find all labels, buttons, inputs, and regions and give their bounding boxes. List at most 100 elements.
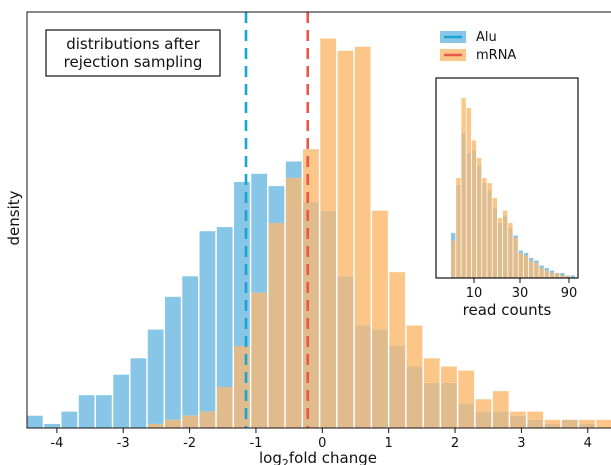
inset-overlap-bar-10	[503, 215, 508, 278]
inset-alu-bar-16	[534, 260, 539, 263]
x-axis-label-subscript: 2	[282, 457, 289, 465]
inset-x-ticks-group: 10 30 90	[466, 278, 578, 301]
inset-overlap-bar-5	[477, 165, 482, 278]
x-tick-label-4: 0	[318, 436, 326, 451]
alu-bar-1	[44, 423, 61, 428]
inset-mrna-bar-8	[492, 198, 497, 208]
inset-alu-bar-0	[451, 233, 456, 241]
inset-mrna-bar-9	[497, 218, 503, 223]
x-tick-label-2: -2	[183, 436, 196, 451]
overlap-bar-30	[544, 423, 561, 428]
inset-mrna-bar-7	[487, 183, 492, 191]
inset-alu-bar-14	[523, 253, 529, 256]
mrna-bar-19	[354, 46, 371, 326]
overlap-bar-17	[320, 210, 337, 428]
inset-overlap-bar-4	[471, 150, 477, 278]
mrna-bar-25	[458, 370, 475, 404]
inset-overlap-bar-22	[565, 275, 570, 278]
inset-overlap-bar-21	[560, 275, 565, 278]
mrna-bar-32	[579, 419, 595, 424]
median-lines-group	[244, 12, 310, 428]
overlap-bar-24	[441, 382, 457, 428]
inset-alu-bar-13	[518, 250, 523, 253]
x-axis-label-main: log	[259, 449, 282, 465]
alu-bar-14	[268, 186, 285, 223]
inset-overlap-bar-7	[487, 190, 492, 278]
main-plot-frame	[26, 11, 611, 429]
annotation-line-1: distributions after	[66, 35, 200, 53]
overlap-bar-27	[492, 411, 509, 428]
mrna-bar-27	[492, 391, 509, 412]
overlap-bar-13	[251, 292, 268, 428]
overlap-bar-12	[234, 346, 250, 428]
annotation-line-2: rejection sampling	[64, 53, 203, 71]
mrna-bar-20	[372, 210, 388, 330]
inset-alu-bar-12	[513, 235, 518, 238]
x-tick-label-0: -4	[50, 436, 63, 451]
alu-bar-3	[78, 395, 95, 428]
inset-overlap-bar-8	[492, 208, 497, 278]
alu-bar-0	[27, 415, 43, 428]
overlap-bar-29	[527, 419, 544, 428]
alu-bar-12	[234, 182, 250, 346]
inset-mrna-bar-2	[461, 98, 466, 133]
alu-bar-8	[165, 296, 181, 420]
inset-overlap-bar-1	[456, 185, 461, 278]
mrna-bar-23	[423, 358, 440, 383]
inset-x-tick-label-1: 30	[512, 286, 529, 301]
overlap-bar-28	[510, 415, 526, 428]
inset-alu-bar-18	[544, 268, 549, 271]
x-tick-label-7: 3	[517, 436, 525, 451]
x-tick-label-5: 1	[385, 436, 393, 451]
mrna-bar-29	[527, 411, 544, 420]
inset-x-axis-label: read counts	[463, 301, 552, 319]
x-tick-label-6: 2	[451, 436, 459, 451]
overlap-bar-16	[303, 202, 319, 428]
alu-bar-2	[61, 411, 78, 428]
inset-overlap-bar-6	[482, 183, 487, 278]
inset-mrna-bar-10	[503, 210, 508, 216]
inset-frame	[435, 77, 579, 279]
overlap-bar-26	[475, 411, 492, 428]
overlap-bar-9	[182, 415, 199, 428]
inset-mrna-bar-3	[466, 108, 471, 153]
inset-overlap-bar-14	[523, 255, 529, 278]
overlap-bar-31	[561, 419, 578, 428]
mrna-bar-30	[544, 419, 561, 424]
inset-overlap-bar-18	[544, 270, 549, 278]
x-axis-label-rest: fold change	[289, 449, 377, 465]
inset-overlap-bar-2	[461, 133, 466, 278]
annotation-frame	[45, 29, 221, 77]
inset-mrna-bar-5	[477, 158, 482, 166]
mrna-bar-24	[441, 366, 457, 383]
inset-overlap-bar-15	[529, 260, 534, 278]
overlap-bar-23	[423, 382, 440, 428]
inset-overlap-bar-16	[534, 263, 539, 278]
mrna-bar-22	[406, 325, 423, 367]
mrna-bar-21	[389, 272, 406, 346]
overlap-bar-20	[372, 329, 388, 428]
overlap-bar-7	[147, 423, 164, 428]
x-tick-label-8: 4	[584, 436, 592, 451]
inset-overlap-bar-13	[518, 253, 523, 278]
overlap-bar-14	[268, 223, 285, 428]
overlap-bar-25	[458, 403, 475, 428]
alu-bar-13	[251, 173, 268, 293]
inset-overlap-bar-3	[466, 153, 471, 278]
inset-overlap-bar-0	[451, 240, 456, 278]
x-tick-label-1: -3	[117, 436, 130, 451]
main-x-ticks-group: -4 -3 -2 -1 0 1 2 3 4	[50, 428, 592, 451]
inset-overlap-bar-12	[513, 238, 518, 278]
mrna-bar-17	[320, 38, 337, 211]
overlap-bar-22	[406, 366, 423, 428]
alu-bar-7	[147, 329, 164, 424]
alu-bar-11	[216, 227, 233, 387]
overlap-bar-10	[199, 411, 216, 428]
overlap-bar-32	[579, 423, 595, 428]
alu-bar-6	[130, 358, 147, 428]
alu-bar-9	[182, 276, 199, 416]
inset-alu-bar-19	[549, 270, 555, 273]
mrna-bar-33	[596, 419, 611, 428]
inset-x-tick-label-2: 90	[561, 286, 578, 301]
